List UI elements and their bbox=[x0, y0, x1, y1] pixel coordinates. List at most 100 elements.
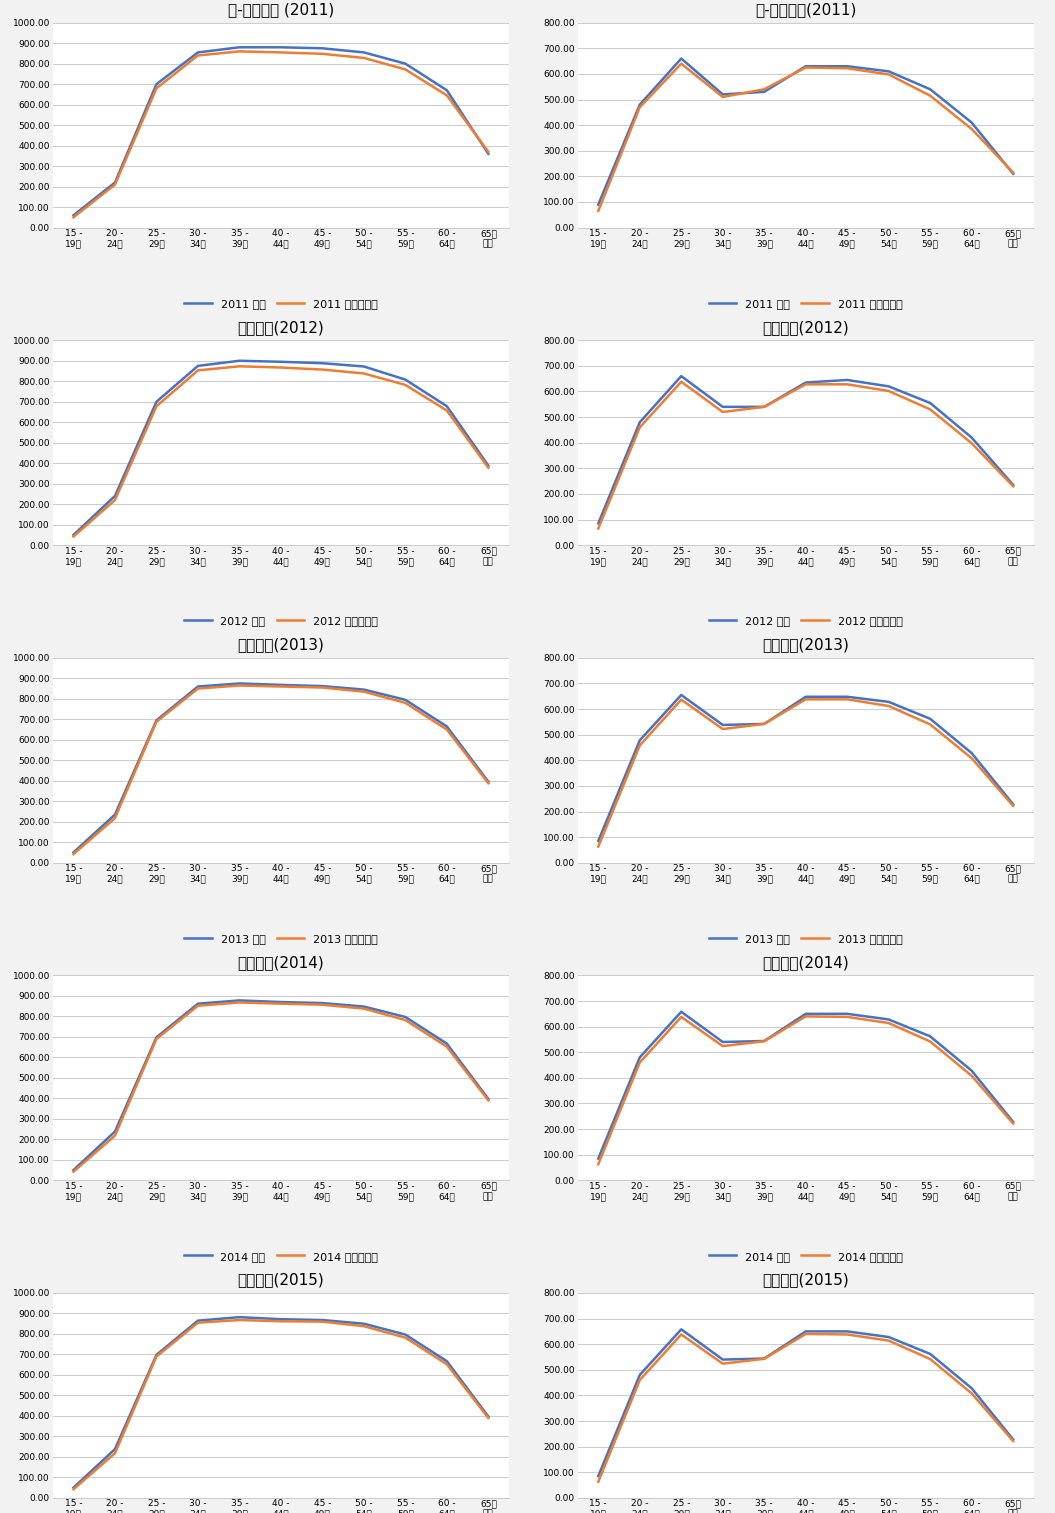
2012 통계 bbox=[800, 374, 812, 392]
2011 시민레이션 bbox=[399, 61, 411, 79]
2011 통계 bbox=[675, 50, 688, 68]
2013 통계 bbox=[358, 681, 370, 699]
2015 통계 bbox=[192, 1312, 205, 1330]
2012 시민레이션 bbox=[965, 434, 978, 452]
2012 시민레이션 bbox=[482, 458, 495, 477]
2012 통계 bbox=[358, 357, 370, 375]
Legend: 2012 통계, 2012 시민레이션: 2012 통계, 2012 시민레이션 bbox=[184, 616, 378, 626]
2013 시민레이션 bbox=[965, 749, 978, 767]
2012 시민레이션 bbox=[358, 365, 370, 383]
2011 통계 bbox=[841, 57, 853, 76]
2015 시민레이션 bbox=[716, 1354, 729, 1372]
2014 통계 bbox=[1006, 1114, 1019, 1132]
2012 시민레이션 bbox=[592, 519, 605, 537]
2015 통계 bbox=[592, 1468, 605, 1486]
2014 통계 bbox=[924, 1027, 937, 1045]
2011 통계 bbox=[482, 145, 495, 163]
2015 시민레이션 bbox=[1006, 1431, 1019, 1449]
Legend: 2014 통계, 2014 시민레이션: 2014 통계, 2014 시민레이션 bbox=[184, 1251, 378, 1262]
2014 통계 bbox=[316, 994, 329, 1012]
2014 시민레이션 bbox=[274, 994, 287, 1012]
Line: 2015 통계: 2015 통계 bbox=[598, 1330, 1013, 1477]
2015 시민레이션 bbox=[757, 1350, 770, 1368]
2013 통계 bbox=[716, 716, 729, 734]
2011 시민레이션 bbox=[716, 88, 729, 106]
Line: 2015 통계: 2015 통계 bbox=[74, 1318, 488, 1487]
2013 통계 bbox=[800, 688, 812, 707]
2011 통계 bbox=[274, 38, 287, 56]
2013 시민레이션 bbox=[633, 737, 646, 755]
2012 시민레이션 bbox=[150, 396, 162, 415]
2011 시민레이션 bbox=[482, 142, 495, 160]
2013 통계 bbox=[924, 710, 937, 728]
2014 통계 bbox=[675, 1003, 688, 1021]
2015 시민레이션 bbox=[68, 1480, 80, 1498]
Line: 2014 통계: 2014 통계 bbox=[598, 1012, 1013, 1159]
2014 통계 bbox=[109, 1123, 121, 1141]
Line: 2013 시민레이션: 2013 시민레이션 bbox=[598, 699, 1013, 847]
2011 통계 bbox=[633, 95, 646, 113]
2013 시민레이션 bbox=[441, 720, 454, 738]
2013 통계 bbox=[882, 693, 895, 711]
Legend: 2013 통계, 2013 시민레이션: 2013 통계, 2013 시민레이션 bbox=[184, 934, 378, 944]
2015 시민레이션 bbox=[441, 1356, 454, 1374]
2012 통계 bbox=[109, 487, 121, 505]
2012 통계 bbox=[592, 514, 605, 533]
2011 시민레이션 bbox=[233, 42, 246, 61]
2011 시민레이션 bbox=[441, 86, 454, 104]
2011 통계 bbox=[192, 44, 205, 62]
2012 시민레이션 bbox=[274, 359, 287, 377]
2015 통계 bbox=[274, 1310, 287, 1328]
2015 통계 bbox=[924, 1345, 937, 1363]
2012 통계 bbox=[150, 393, 162, 412]
2013 통계 bbox=[965, 744, 978, 763]
2013 시민레이션 bbox=[800, 690, 812, 708]
2014 통계 bbox=[592, 1150, 605, 1168]
Line: 2014 통계: 2014 통계 bbox=[74, 1000, 488, 1170]
2014 시민레이션 bbox=[841, 1008, 853, 1026]
2014 통계 bbox=[482, 1089, 495, 1108]
Line: 2015 시민레이션: 2015 시민레이션 bbox=[74, 1319, 488, 1489]
2014 통계 bbox=[192, 994, 205, 1012]
2011 시민레이션 bbox=[965, 120, 978, 138]
2012 시민레이션 bbox=[68, 528, 80, 546]
2011 시민레이션 bbox=[924, 86, 937, 104]
2012 시민레이션 bbox=[233, 357, 246, 375]
2013 통계 bbox=[1006, 796, 1019, 814]
2015 시민레이션 bbox=[841, 1325, 853, 1344]
2015 통계 bbox=[109, 1440, 121, 1459]
2012 시민레이션 bbox=[757, 398, 770, 416]
2012 시민레이션 bbox=[675, 372, 688, 390]
2014 통계 bbox=[399, 1008, 411, 1026]
2013 시민레이션 bbox=[316, 678, 329, 696]
2014 시민레이션 bbox=[592, 1154, 605, 1173]
2013 시민레이션 bbox=[882, 697, 895, 716]
2014 통계 bbox=[800, 1005, 812, 1023]
2011 시민레이션 bbox=[274, 44, 287, 62]
2011 통계 bbox=[1006, 165, 1019, 183]
2011 시민레이션 bbox=[592, 201, 605, 219]
2015 통계 bbox=[882, 1328, 895, 1347]
Line: 2011 시민레이션: 2011 시민레이션 bbox=[74, 51, 488, 218]
2014 통계 bbox=[233, 991, 246, 1009]
Legend: 2014 통계, 2014 시민레이션: 2014 통계, 2014 시민레이션 bbox=[709, 1251, 903, 1262]
2013 통계 bbox=[399, 691, 411, 710]
2015 시민레이션 bbox=[882, 1331, 895, 1350]
Line: 2011 시민레이션: 2011 시민레이션 bbox=[598, 64, 1013, 210]
2013 통계 bbox=[316, 676, 329, 694]
2013 통계 bbox=[841, 688, 853, 707]
2012 통계 bbox=[1006, 477, 1019, 495]
2013 통계 bbox=[482, 773, 495, 791]
2013 시민레이션 bbox=[68, 846, 80, 864]
2011 시민레이션 bbox=[150, 79, 162, 97]
2012 시민레이션 bbox=[924, 401, 937, 419]
2011 통계 bbox=[882, 62, 895, 80]
Title: 낙-조취업율 (2011): 낙-조취업율 (2011) bbox=[228, 3, 334, 17]
2012 통계 bbox=[882, 377, 895, 395]
2012 시민레이션 bbox=[882, 381, 895, 399]
2015 시민레이션 bbox=[233, 1310, 246, 1328]
2013 시민레이션 bbox=[592, 838, 605, 856]
2013 통계 bbox=[592, 832, 605, 850]
Line: 2015 시민레이션: 2015 시민레이션 bbox=[598, 1334, 1013, 1481]
Title: 조취업율(2013): 조취업율(2013) bbox=[237, 637, 324, 652]
